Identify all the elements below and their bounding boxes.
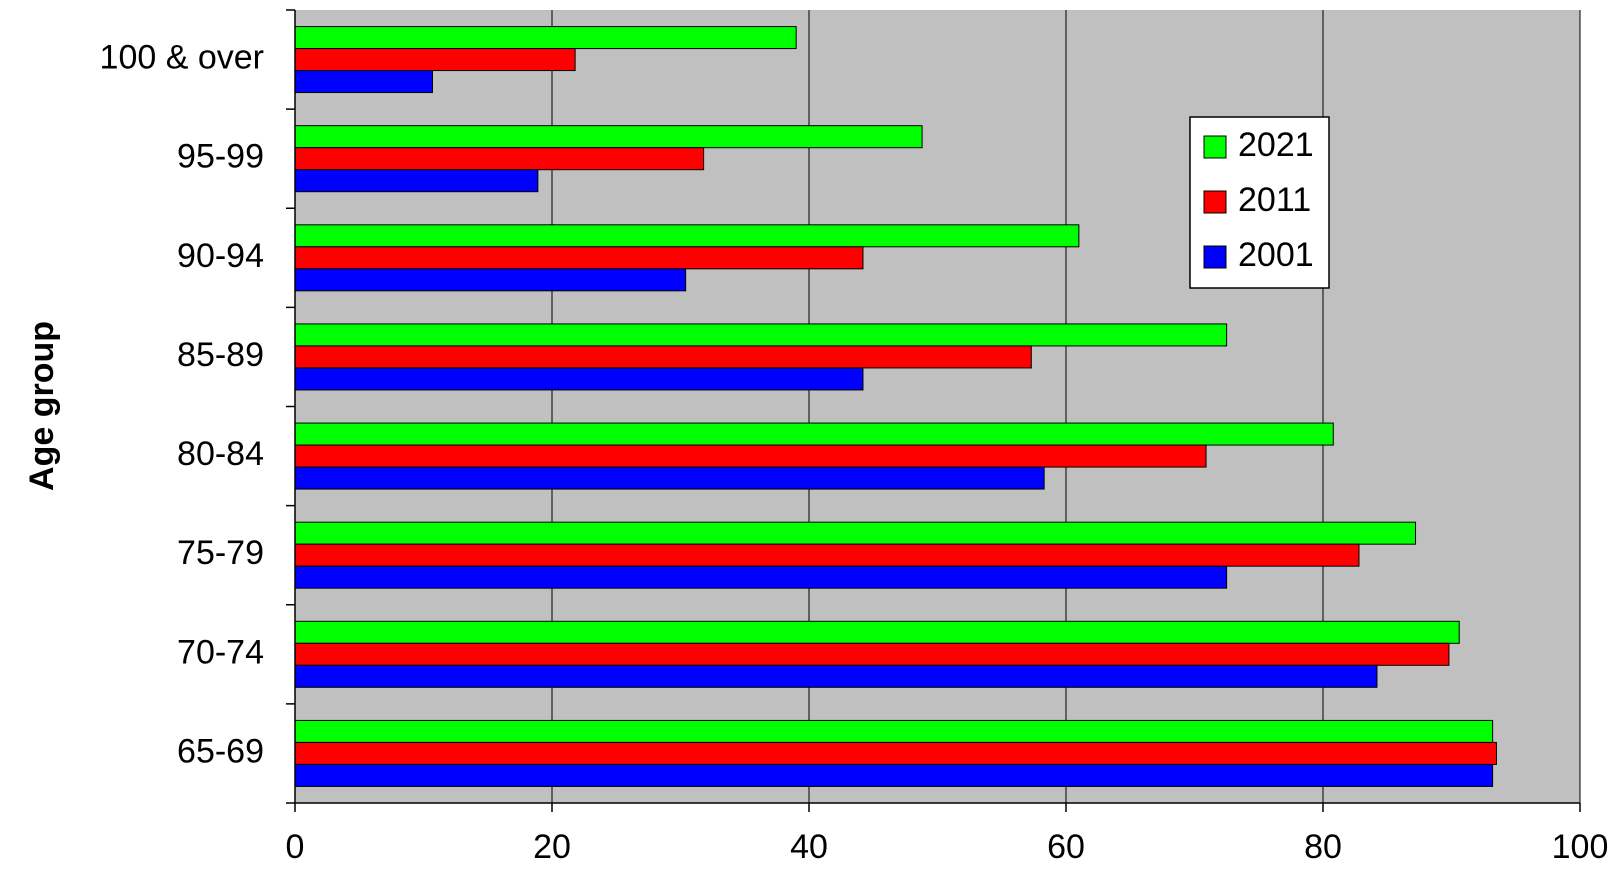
x-tick-label: 20 — [533, 828, 571, 866]
y-tick-label: 90-94 — [177, 237, 264, 275]
y-tick-label: 65-69 — [177, 732, 264, 770]
x-tick-label: 60 — [1047, 828, 1085, 866]
bar-2021 — [294, 422, 1334, 446]
y-tick-label: 80-84 — [177, 435, 264, 473]
legend-label-2011: 2011 — [1238, 181, 1311, 219]
bar-2021 — [294, 224, 1080, 248]
legend-label-2001: 2001 — [1238, 236, 1314, 274]
bar-2021 — [294, 125, 923, 149]
bar-2001 — [294, 367, 864, 391]
bar-2011 — [294, 246, 864, 270]
x-tick-label: 80 — [1304, 828, 1342, 866]
x-tick-label: 0 — [286, 828, 305, 866]
y-tick-label: 75-79 — [177, 534, 264, 572]
bar-2011 — [294, 543, 1360, 567]
bar-2021 — [294, 26, 797, 50]
x-tick-label: 100 — [1552, 828, 1609, 866]
bar-2001 — [294, 664, 1378, 688]
bar-2011 — [294, 444, 1207, 468]
bar-2011 — [294, 741, 1497, 765]
y-tick-label: 85-89 — [177, 336, 264, 374]
legend-label-2021: 2021 — [1238, 126, 1314, 164]
bar-2021 — [294, 323, 1228, 347]
bar-2011 — [294, 642, 1450, 666]
legend-swatch-2001 — [1203, 245, 1227, 269]
legend: 2021 2011 2001 — [1189, 116, 1330, 289]
bar-2011 — [294, 345, 1032, 369]
bar-2001 — [294, 169, 539, 193]
x-tick-label: 40 — [790, 828, 828, 866]
bar-2011 — [294, 147, 705, 171]
bar-2001 — [294, 466, 1045, 490]
bars — [294, 26, 1497, 787]
legend-swatch-2011 — [1203, 190, 1227, 214]
bar-2001 — [294, 268, 687, 292]
bar-2021 — [294, 620, 1460, 644]
bar-2001 — [294, 70, 433, 94]
tick-labels: 0 20 40 60 80 100 100 & over 95-99 90-94 85-89 80-… — [100, 9, 1609, 866]
bar-2011 — [294, 48, 576, 72]
bar-2021 — [294, 719, 1494, 743]
y-tick-label: 100 & over — [100, 39, 264, 77]
bar-2021 — [294, 521, 1417, 545]
y-axis-title: Age group — [23, 321, 61, 491]
bar-2001 — [294, 763, 1494, 787]
legend-swatch-2021 — [1203, 135, 1227, 159]
y-tick-label: 70-74 — [177, 633, 264, 671]
y-tick-label: 95-99 — [177, 138, 264, 176]
bar-2001 — [294, 565, 1228, 589]
